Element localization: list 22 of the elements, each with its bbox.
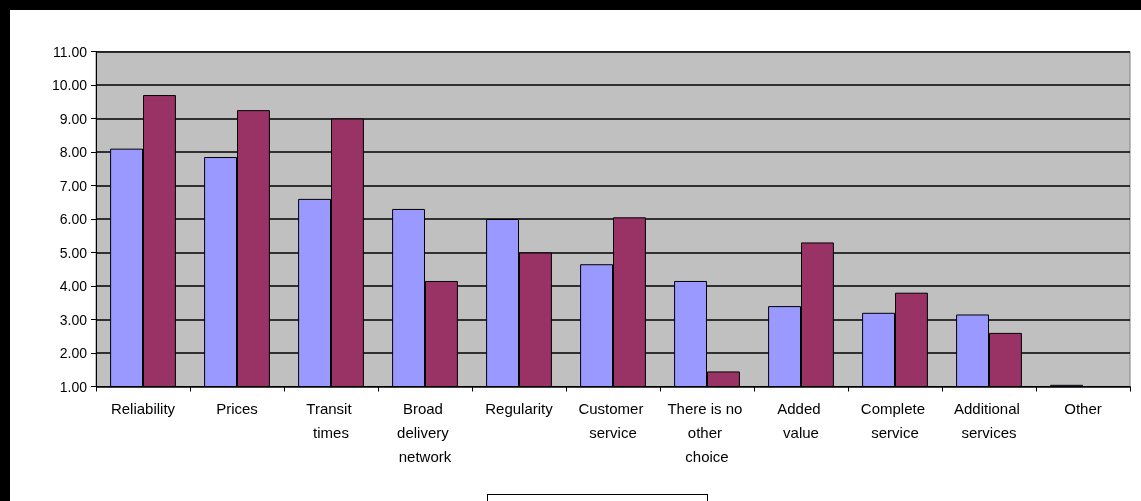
y-tick-label: 4.00 (59, 278, 88, 294)
x-tick-label: Additional services (953, 400, 1025, 441)
x-tick-label: Reliability (110, 400, 176, 417)
x-tick-label: Regularity (485, 400, 554, 417)
y-tick-label: 10.00 (51, 77, 88, 93)
x-tick-label: There is no other choice (667, 400, 747, 465)
x-tick-label: Customer service (578, 400, 648, 441)
y-tick-label: 9.00 (59, 110, 88, 127)
x-tick-label: Added value (777, 400, 825, 441)
x-tick-label: Broad delivery network (397, 400, 453, 465)
y-tick-label: 8.00 (59, 144, 88, 160)
x-tick-label: Other (1064, 400, 1102, 417)
y-tick-label: 3.00 (59, 311, 88, 328)
x-tick-label: Complete service (860, 400, 930, 441)
x-tick-label: Prices (216, 400, 258, 417)
x-tick-label: Transit times (306, 400, 356, 441)
y-tick-label: 1.00 (59, 378, 88, 395)
y-tick-label: 5.00 (59, 244, 88, 261)
y-tick-label: 11.00 (53, 43, 88, 60)
y-tick-label: 7.00 (59, 177, 88, 194)
y-tick-label: 2.00 (59, 345, 88, 361)
y-tick-label: 6.00 (59, 211, 88, 227)
